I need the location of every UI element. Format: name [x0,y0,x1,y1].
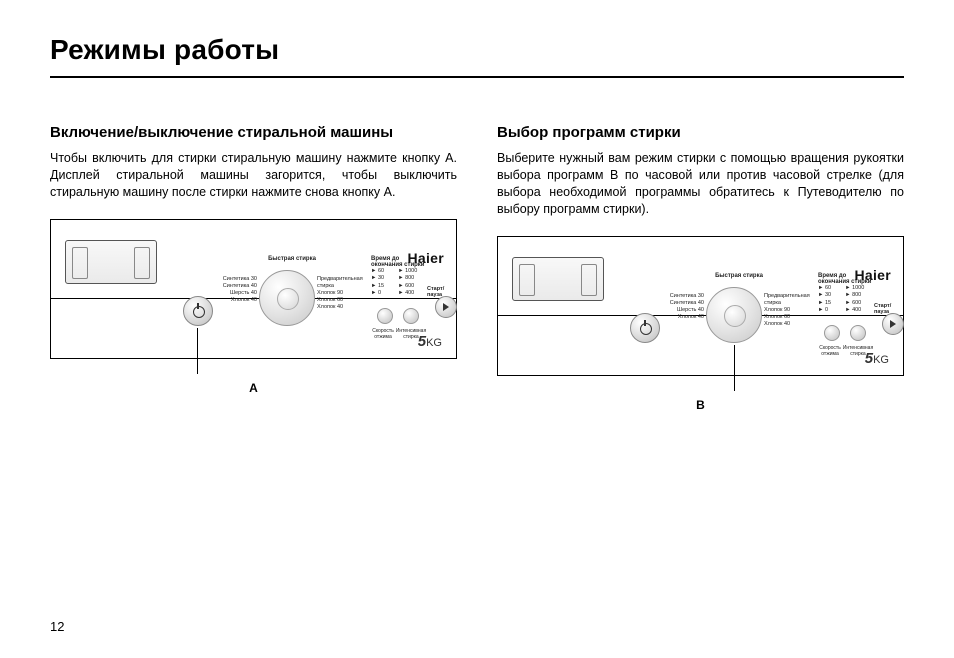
left-body: Чтобы включить для стирки стиральную маш… [50,150,457,201]
brand-logo: Haier [854,267,891,283]
time-r-1: ► 800 [845,292,864,299]
right-column: Выбор программ стирки Выберите нужный ва… [497,124,904,412]
control-panel-frame: Быстрая стирка Синтетика 30 Синтетика 40… [50,219,457,359]
capacity-value: 5 [865,350,873,367]
left-heading: Включение/выключение стиральной машины [50,124,457,143]
time-col-r: ► 1000 ► 800 ► 600 ► 400 [845,285,864,315]
time-col-l: ► 60 ► 30 ► 15 ► 0 [371,268,384,298]
brand-logo: Haier [407,250,444,266]
capacity-unit: KG [426,337,442,349]
page-title: Режимы работы [50,34,904,66]
time-r-1: ► 800 [398,275,417,282]
dial-top-label: Быстрая стирка [247,256,337,262]
time-col-r: ► 1000 ► 800 ► 600 ► 400 [398,268,417,298]
option-button-2-icon [850,325,866,341]
dial-left-labels: Синтетика 30 Синтетика 40 Шерсть 40 Хлоп… [668,293,704,322]
time-l-0: ► 60 [371,268,384,275]
capacity-badge: 5KG [865,350,889,367]
control-panel-frame: Быстрая стирка Синтетика 30 Синтетика 40… [497,236,904,376]
option-button-1-icon [824,325,840,341]
two-column-layout: Включение/выключение стиральной машины Ч… [50,124,904,412]
left-panel-illustration: Быстрая стирка Синтетика 30 Синтетика 40… [50,219,457,395]
dial-top-label: Быстрая стирка [694,273,784,279]
dial-left-1: Синтетика 40 [668,300,704,307]
dial-left-0: Синтетика 30 [668,293,704,300]
time-l-0: ► 60 [818,285,831,292]
left-column: Включение/выключение стиральной машины Ч… [50,124,457,412]
time-r-2: ► 600 [398,283,417,290]
right-panel-illustration: Быстрая стирка Синтетика 30 Синтетика 40… [497,236,904,412]
time-l-3: ► 0 [371,290,384,297]
time-r-3: ► 400 [398,290,417,297]
time-col-l: ► 60 ► 30 ► 15 ► 0 [818,285,831,315]
title-rule [50,76,904,78]
detergent-drawer [512,257,604,301]
detergent-drawer [65,240,157,284]
start-button-icon [882,313,904,335]
time-l-3: ► 0 [818,307,831,314]
right-body: Выберите нужный вам режим стирки с помощ… [497,150,904,218]
time-r-2: ► 600 [845,300,864,307]
dial-left-3: Хлопок 40 [221,297,257,304]
dial-left-2: Шерсть 40 [221,290,257,297]
left-caption: A [50,381,457,395]
right-caption: B [497,398,904,412]
capacity-value: 5 [418,333,426,350]
program-dial-icon [706,287,762,343]
time-r-3: ► 400 [845,307,864,314]
capacity-unit: KG [873,354,889,366]
dial-right-2: Хлопок 60 [317,297,381,304]
dial-left-2: Шерсть 40 [668,307,704,314]
dial-left-3: Хлопок 40 [668,314,704,321]
dial-left-labels: Синтетика 30 Синтетика 40 Шерсть 40 Хлоп… [221,276,257,305]
dial-right-3: Хлопок 40 [317,304,381,311]
dial-right-2: Хлопок 60 [764,314,828,321]
right-heading: Выбор программ стирки [497,124,904,143]
start-button-icon [435,296,457,318]
option-button-1-icon [377,308,393,324]
time-r-0: ► 1000 [845,285,864,292]
option-button-2-icon [403,308,419,324]
time-l-2: ► 15 [818,300,831,307]
time-l-2: ► 15 [371,283,384,290]
manual-page: Режимы работы Включение/выключение стира… [0,0,954,658]
dial-right-3: Хлопок 40 [764,321,828,328]
dial-left-1: Синтетика 40 [221,283,257,290]
dial-left-0: Синтетика 30 [221,276,257,283]
program-dial-icon [259,270,315,326]
page-number: 12 [50,619,64,634]
power-button-icon [183,296,213,326]
callout-leader-a [197,328,198,374]
time-l-1: ► 30 [818,292,831,299]
capacity-badge: 5KG [418,333,442,350]
time-l-1: ► 30 [371,275,384,282]
time-r-0: ► 1000 [398,268,417,275]
callout-leader-b [734,345,735,391]
power-button-icon [630,313,660,343]
